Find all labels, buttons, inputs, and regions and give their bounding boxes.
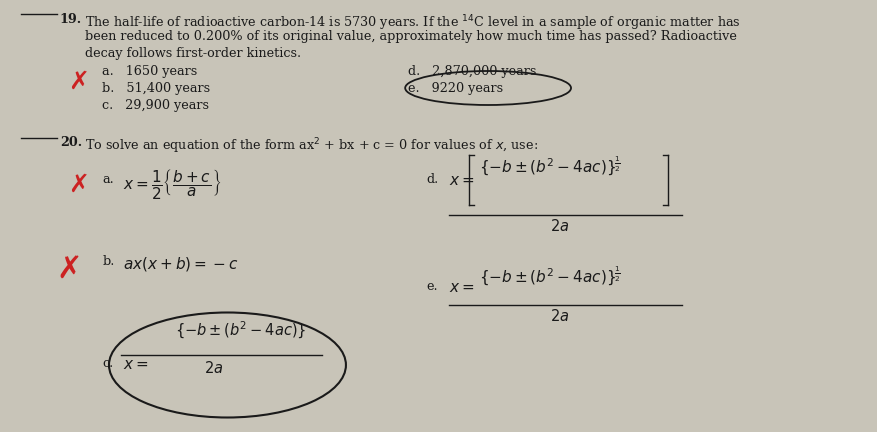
Text: $2a$: $2a$	[550, 308, 569, 324]
Text: decay follows first-order kinetics.: decay follows first-order kinetics.	[85, 47, 302, 60]
Text: $x=$: $x=$	[123, 357, 149, 372]
Text: $x = \dfrac{1}{2}\left\{\dfrac{b+c}{a}\right\}$: $x = \dfrac{1}{2}\left\{\dfrac{b+c}{a}\r…	[123, 167, 222, 201]
Text: $\left\{-b \pm (b^2 - 4ac)\right\}^{\!\frac{1}{2}}$: $\left\{-b \pm (b^2 - 4ac)\right\}^{\!\f…	[479, 155, 621, 178]
Text: $ax(x+b)=-c$: $ax(x+b)=-c$	[123, 255, 239, 273]
Text: c.: c.	[103, 357, 114, 370]
Text: The half-life of radioactive carbon-14 is 5730 years. If the $^{14}$C level in a: The half-life of radioactive carbon-14 i…	[85, 13, 741, 32]
Text: $x=$: $x=$	[449, 173, 474, 188]
Text: ✗: ✗	[68, 173, 89, 197]
Text: To solve an equation of the form ax$^2$ + bx + c = 0 for values of $x$, use:: To solve an equation of the form ax$^2$ …	[85, 136, 538, 156]
Text: been reduced to 0.200% of its original value, approximately how much time has pa: been reduced to 0.200% of its original v…	[85, 30, 738, 43]
Text: 20.: 20.	[60, 136, 82, 149]
Text: c.   29,900 years: c. 29,900 years	[103, 99, 210, 112]
Text: a.   1650 years: a. 1650 years	[103, 65, 197, 78]
Text: $\left\{-b \pm (b^2 - 4ac)\right\}^{\!\frac{1}{2}}$: $\left\{-b \pm (b^2 - 4ac)\right\}^{\!\f…	[479, 265, 621, 288]
Text: e.   9220 years: e. 9220 years	[408, 82, 503, 95]
Text: b.: b.	[103, 255, 115, 268]
Text: e.: e.	[426, 280, 438, 293]
Text: $x=$: $x=$	[449, 280, 474, 295]
Text: 19.: 19.	[60, 13, 82, 26]
Text: $2a$: $2a$	[550, 218, 569, 234]
Text: a.: a.	[103, 173, 114, 186]
Text: b.   51,400 years: b. 51,400 years	[103, 82, 210, 95]
Text: d.   2,870,000 years: d. 2,870,000 years	[408, 65, 536, 78]
Text: ✗: ✗	[57, 255, 82, 284]
Text: d.: d.	[426, 173, 438, 186]
Text: $2a$: $2a$	[203, 360, 223, 376]
Text: $\left\{-b \pm (b^2 - 4ac)\right\}$: $\left\{-b \pm (b^2 - 4ac)\right\}$	[175, 320, 307, 341]
Text: ✗: ✗	[68, 70, 89, 94]
